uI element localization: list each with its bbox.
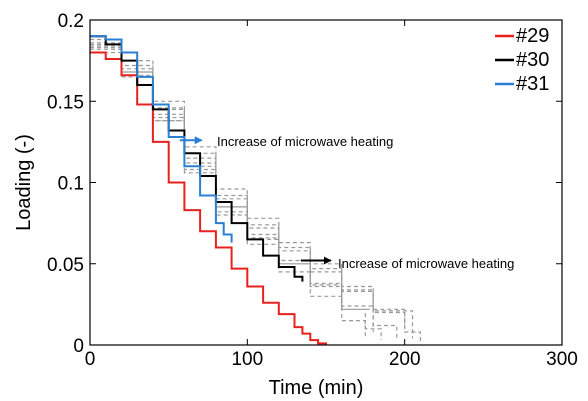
series-line-31 [90, 35, 233, 243]
annotation-layer: Increase of microwave heating Increase of… [179, 134, 514, 271]
y-tick-label: 0.15 [47, 92, 84, 113]
x-tick-label: 200 [389, 349, 421, 370]
series-line-dashed-7 [90, 47, 366, 337]
x-axis-title: Time (min) [269, 377, 364, 399]
annotation-label: Increase of microwave heating [217, 134, 393, 149]
legend-label: #29 [516, 25, 549, 47]
series-line-dashed-9 [90, 45, 374, 332]
series-line-dashed-4 [90, 51, 398, 341]
y-tick-label: 0.05 [47, 255, 84, 276]
y-axis-title: Loading (-) [13, 134, 35, 231]
x-tick-label: 0 [85, 349, 96, 370]
legend-label: #31 [516, 73, 549, 95]
annotation-label: Increase of microwave heating [338, 256, 514, 271]
series-line-dashed-5 [90, 48, 382, 341]
legend: #29#30#31 [495, 25, 549, 95]
axes-layer: 0 100 200 300 0 0.05 0.1 0.15 0.2 Time (min) Loadi… [13, 11, 578, 399]
series-line-dashed-3 [90, 43, 421, 342]
y-tick-label: 0 [73, 336, 84, 357]
y-tick-label: 0.1 [58, 174, 84, 195]
x-tick-label: 300 [546, 349, 578, 370]
x-tick-label: 100 [231, 349, 263, 370]
y-tick-label: 0.2 [58, 11, 84, 32]
series-line-dashed-8 [90, 42, 414, 339]
series-layer [90, 35, 421, 345]
legend-label: #30 [516, 49, 549, 71]
series-line-29 [90, 51, 327, 345]
